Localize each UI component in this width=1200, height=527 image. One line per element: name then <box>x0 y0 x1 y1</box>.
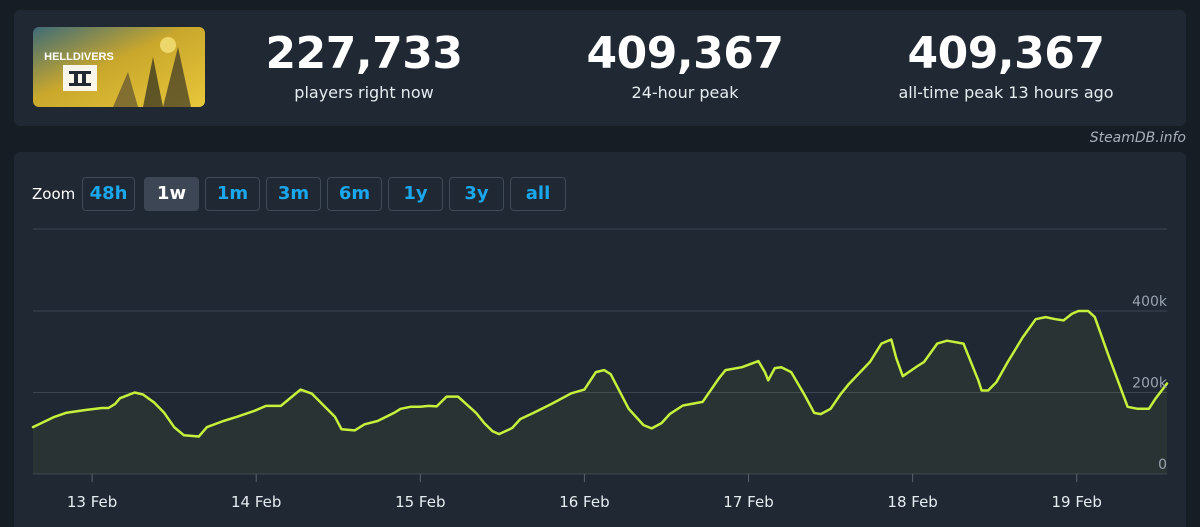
x-tick-label: 18 Feb <box>887 493 937 511</box>
y-tick-label: 0 <box>1158 457 1167 473</box>
logo-emblem <box>63 65 97 91</box>
all-time-peak-label: all-time peak 13 hours ago <box>898 83 1114 102</box>
all-time-peak-value: 409,367 <box>907 28 1105 79</box>
zoom-6m-button[interactable]: 6m <box>327 177 382 211</box>
x-tick-label: 15 Feb <box>395 493 445 511</box>
zoom-3y-button[interactable]: 3y <box>449 177 504 211</box>
current-players-stat: 227,733 players right now <box>260 28 468 104</box>
series-line <box>31 309 1169 438</box>
series-area <box>33 311 1167 474</box>
game-logo-text: HELLDIVERS <box>44 51 114 63</box>
player-count-chart[interactable]: 0 200k 400k 13 Feb 14 Feb 15 Feb 16 Feb 17 Feb 1… <box>14 152 1186 527</box>
y-tick-label: 400k <box>1132 294 1168 310</box>
stats-card: HELLDIVERS 227,733 players right now 409… <box>14 10 1186 126</box>
zoom-1y-button[interactable]: 1y <box>388 177 443 211</box>
zoom-label: Zoom <box>32 185 76 203</box>
x-tick-label: 14 Feb <box>231 493 281 511</box>
peak-24h-stat: 409,367 24-hour peak <box>579 28 791 104</box>
x-tick-label: 16 Feb <box>559 493 609 511</box>
x-tick-label: 19 Feb <box>1052 493 1102 511</box>
game-thumbnail[interactable]: HELLDIVERS <box>33 27 205 107</box>
zoom-1w-button[interactable]: 1w <box>144 177 199 211</box>
all-time-peak-stat: 409,367 all-time peak 13 hours ago <box>886 28 1126 104</box>
steamdb-credit[interactable]: SteamDB.info <box>1089 130 1186 146</box>
current-players-value: 227,733 <box>265 28 463 79</box>
zoom-3m-button[interactable]: 3m <box>266 177 321 211</box>
y-tick-label: 200k <box>1132 376 1168 392</box>
zoom-all-button[interactable]: all <box>510 177 566 211</box>
game-art: HELLDIVERS <box>33 27 205 107</box>
chart-card: Zoom 48h 1w 1m 3m 6m 1y 3y all 0 200k 400k… <box>14 152 1186 527</box>
zoom-1m-button[interactable]: 1m <box>205 177 260 211</box>
x-tick-label: 17 Feb <box>723 493 773 511</box>
x-tick-label: 13 Feb <box>67 493 117 511</box>
current-players-label: players right now <box>294 83 434 102</box>
zoom-48h-button[interactable]: 48h <box>82 177 135 211</box>
peak-24h-label: 24-hour peak <box>631 83 739 102</box>
peak-24h-value: 409,367 <box>586 28 784 79</box>
